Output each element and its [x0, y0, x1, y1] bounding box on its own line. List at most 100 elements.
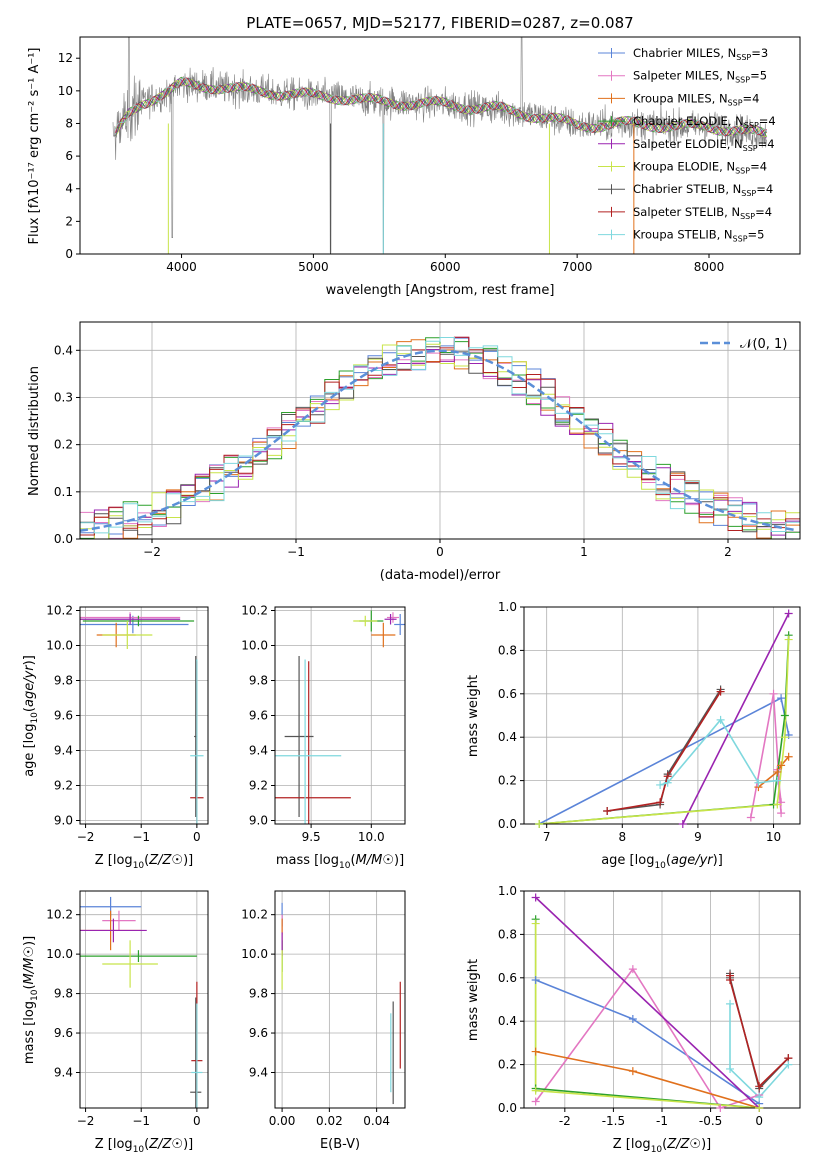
weight-marker-salpeter-stelib	[603, 806, 612, 815]
weight-marker-kroupa-stelib	[755, 1093, 764, 1102]
legend-label-normal: 𝒩(0, 1)	[740, 337, 787, 352]
y-tick-label: 9.0	[249, 814, 268, 828]
y-tick-label: 8	[65, 116, 73, 130]
y-tick-label: 10.2	[46, 604, 73, 618]
x-tick-label: 4000	[166, 260, 197, 274]
weight-z-xlabel: Z [log10(Z/Z☉)]	[613, 1137, 711, 1155]
x-tick-label: 7000	[562, 260, 593, 274]
y-tick-label: 12	[58, 51, 73, 65]
residual-ylabel: Normed distribution	[27, 366, 42, 496]
legend-label-chabrier-elodie: Chabrier ELODIE, NSSP=4	[633, 114, 776, 130]
x-tick-label: −1	[287, 545, 305, 559]
x-tick-label: 8000	[694, 260, 725, 274]
weight-marker-salpeter-stelib	[656, 798, 665, 807]
mass-vs-EBV-frame	[274, 890, 406, 1109]
weight-line-chabrier-elodie	[534, 919, 760, 1108]
weight-marker-kroupa-stelib	[726, 999, 735, 1008]
panel-spectrum: 4000 5000 6000 7000 8000 0 2 4 6 8 10 12 Chabrier MI…	[27, 36, 801, 298]
y-tick-label: 9.4	[249, 1065, 268, 1079]
weight-marker-kroupa-stelib	[656, 780, 665, 789]
y-tick-label: 9.8	[249, 987, 268, 1001]
y-tick-label: 1.0	[498, 600, 517, 614]
x-tick-label: -2	[559, 1114, 571, 1128]
y-tick-label: 1.0	[498, 884, 517, 898]
legend-label-kroupa-stelib: Kroupa STELIB, NSSP=5	[633, 228, 764, 244]
x-tick-label: 9	[694, 830, 702, 844]
weight-marker-kroupa-elodie	[784, 635, 793, 644]
x-tick-label: 2	[724, 545, 732, 559]
weight-marker-kroupa-stelib	[784, 1060, 793, 1069]
weight-marker-kroupa-stelib	[773, 776, 782, 785]
y-tick-label: 4	[65, 182, 73, 196]
mass-vs-EBV-plot-area	[275, 891, 405, 1108]
panel-weight-vs-age: 7 8 9 10 0.0 0.2 0.4 0.6 0.8 1.0 age [log10(age/yr…	[466, 600, 801, 871]
y-tick-label: 9.6	[54, 1026, 73, 1040]
residuals-frame	[79, 321, 801, 540]
weight-age-xlabel: age [log10(age/yr)]	[601, 853, 723, 871]
weight-marker-chabrier-miles	[531, 975, 540, 984]
mass-z-ylabel: mass [log10(M/M☉)]	[22, 936, 40, 1064]
weight-marker-salpeter-miles	[777, 809, 786, 818]
spectrum-plot-area	[112, 37, 768, 254]
weight-line-chabrier-miles	[535, 979, 760, 1105]
x-tick-label: 0	[193, 1114, 201, 1128]
weight-marker-kroupa-elodie	[773, 800, 782, 809]
hist-salpeter-stelib	[80, 336, 800, 536]
panel-weight-vs-Z: -2 -1.5 -1 -0.5 0 0.0 0.2 0.4 0.6 0.8 1.0 Z [log10(…	[466, 884, 801, 1155]
weight-marker-kroupa-stelib	[754, 778, 763, 787]
panel-age-vs-Z: −2 −1 0 9.0 9.2 9.4 9.6 9.8 10.0 10.2 Z [log10(Z/Z…	[22, 604, 209, 871]
model-salpeter-stelib	[115, 77, 767, 137]
panel-age-vs-mass: 9.5 10.0 9.0 9.2 9.4 9.6 9.8 10.0 10.2 mass [log1…	[241, 604, 406, 871]
y-tick-label: 0.0	[498, 1101, 517, 1115]
y-tick-label: 10.2	[241, 908, 268, 922]
weight-line-salpeter-stelib	[607, 691, 722, 812]
y-tick-label: 9.8	[54, 674, 73, 688]
y-tick-label: 9.0	[54, 814, 73, 828]
weight-line-salpeter-elodie	[682, 613, 790, 824]
age-vs-Z-plot-area	[80, 607, 208, 824]
weight-marker-kroupa-miles	[777, 761, 786, 770]
panel-mass-vs-EBV: 0.00 0.02 0.04 9.4 9.6 9.8 10.0 10.2 E(B-V)	[241, 890, 406, 1152]
y-tick-label: 0.6	[498, 971, 517, 985]
y-tick-label: 9.2	[249, 779, 268, 793]
legend-label-kroupa-elodie: Kroupa ELODIE, NSSP=4	[633, 160, 767, 176]
weight-marker-salpeter-elodie	[531, 893, 540, 902]
y-tick-label: 0.4	[54, 343, 73, 357]
model-chabrier-stelib	[115, 78, 768, 137]
x-tick-label: 5000	[298, 260, 329, 274]
age-mass-xlabel: mass [log10(M/M☉)]	[276, 853, 404, 871]
x-tick-label: 0.00	[269, 1114, 296, 1128]
x-tick-label: −2	[143, 545, 161, 559]
weight-marker-chabrier-elodie	[780, 711, 789, 720]
y-tick-label: 2	[65, 214, 73, 228]
panel-residuals: −2 −1 0 1 2 0.0 0.1 0.2 0.3 0.4 𝒩(0, 1) (data-model…	[27, 321, 801, 583]
weight-marker-salpeter-stelib	[755, 1082, 764, 1091]
weight-marker-salpeter-miles	[746, 813, 755, 822]
spectrum-frame	[79, 36, 801, 255]
x-tick-label: −2	[77, 830, 95, 844]
weight-marker-chabrier-miles	[628, 1015, 637, 1024]
weight-marker-chabrier-miles	[777, 694, 786, 703]
panel-mass-vs-Z: −2 −1 0 9.4 9.6 9.8 10.0 10.2 Z [log10(Z/Z☉)] mas…	[22, 890, 209, 1155]
weight-line-chabrier-stelib	[607, 689, 722, 812]
residual-xlabel: (data-model)/error	[380, 568, 501, 583]
weight-line-kroupa-stelib	[729, 1003, 789, 1099]
weight-marker-salpeter-miles	[531, 1097, 540, 1106]
age-vs-mass-plot-area	[275, 607, 405, 824]
weight-line-kroupa-miles	[757, 756, 790, 788]
weight-marker-kroupa-elodie	[780, 733, 789, 742]
residuals-plot-area	[80, 322, 800, 539]
spectrum-xlabel: wavelength [Angstrom, rest frame]	[326, 283, 555, 298]
y-tick-label: 0.2	[54, 438, 73, 452]
weight-marker-kroupa-elodie	[531, 919, 540, 928]
y-tick-label: 9.6	[249, 1026, 268, 1040]
y-tick-label: 0.8	[498, 927, 517, 941]
weight-marker-kroupa-elodie	[531, 1086, 540, 1095]
y-tick-label: 0.2	[498, 1058, 517, 1072]
y-tick-label: 0.2	[498, 774, 517, 788]
x-tick-label: 0.02	[316, 1114, 343, 1128]
model-kroupa-stelib	[115, 76, 768, 137]
y-tick-label: 10.0	[241, 947, 268, 961]
weight-line-kroupa-elodie	[539, 639, 790, 824]
x-tick-label: −1	[132, 1114, 150, 1128]
